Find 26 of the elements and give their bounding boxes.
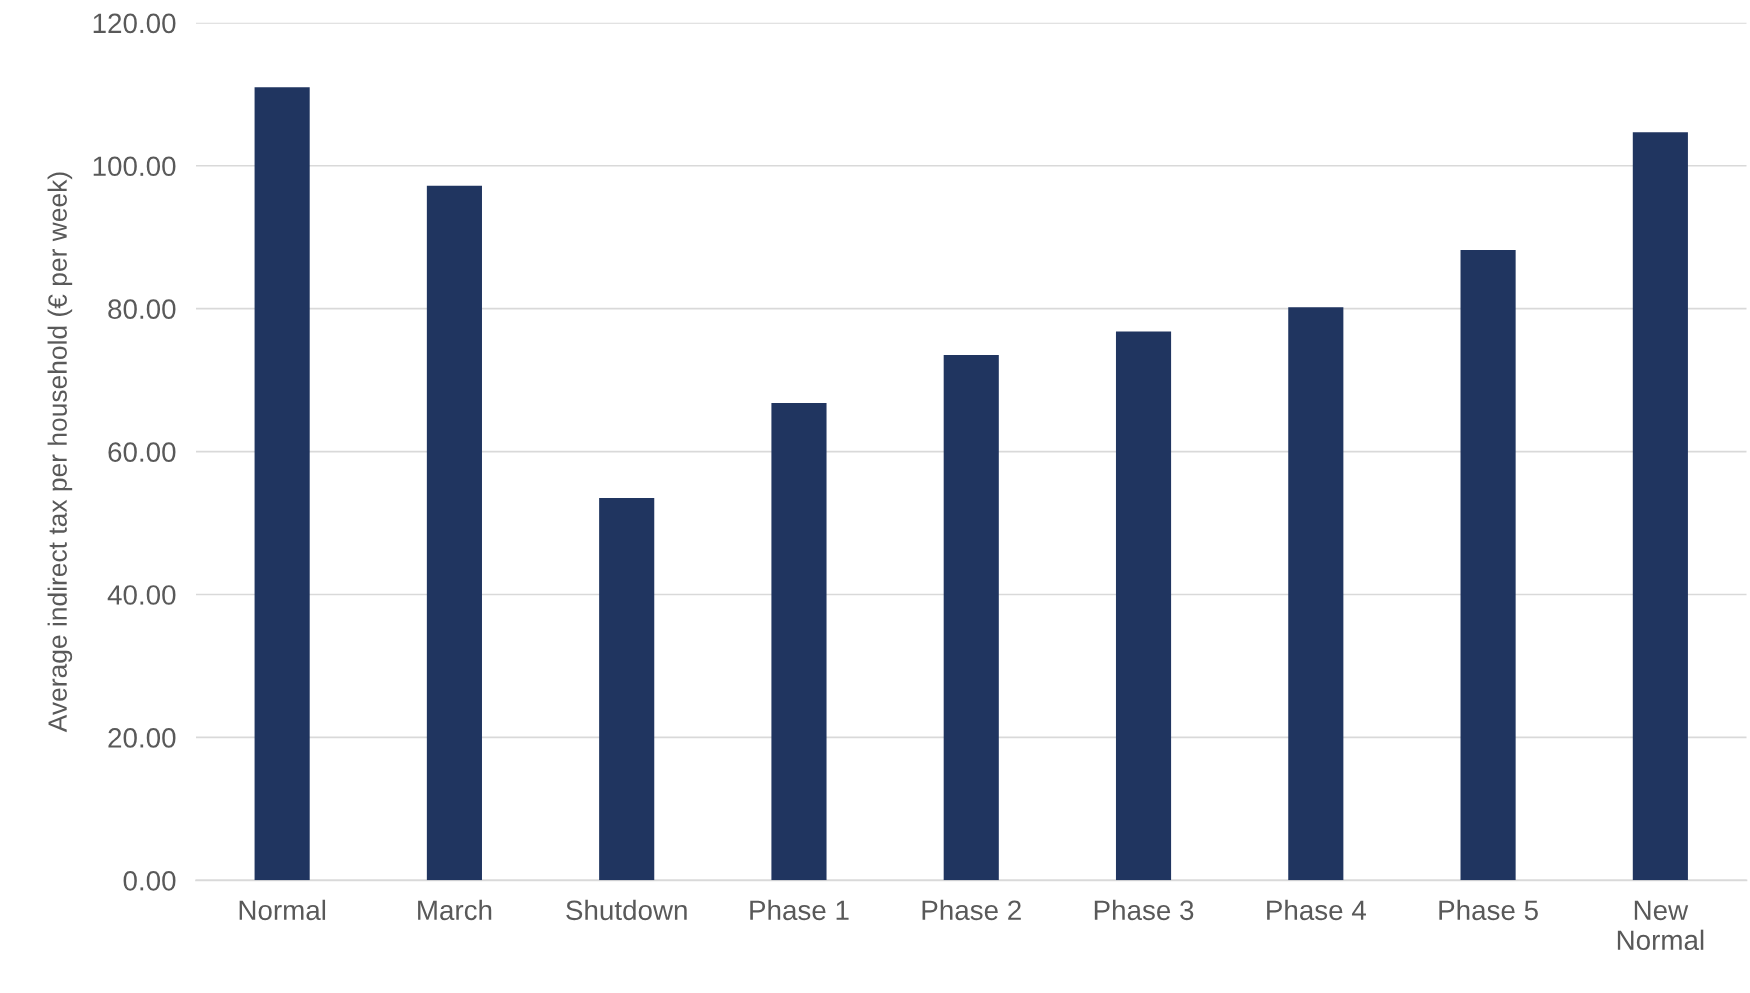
bar [426,185,482,881]
y-tick-label: 100.00 [93,156,176,177]
bar [599,498,655,881]
y-tick-label: 0.00 [123,870,176,891]
bar [943,355,999,881]
x-tick-label: Shutdown [566,899,687,921]
x-tick-label: Phase 2 [922,899,1021,921]
x-tick-label: Phase 4 [1267,899,1366,921]
y-tick-label: 60.00 [108,442,176,462]
y-axis-title: Average indirect tax per household (€ per week) [47,172,73,733]
x-tick-label: Phase 5 [1439,899,1538,921]
x-tick-label: New Normal [1617,900,1704,951]
bar [1632,132,1688,881]
bar [1288,307,1344,881]
y-tick-label: 20.00 [108,728,176,748]
bar [1115,331,1172,881]
y-tick-label: 120.00 [93,13,176,34]
bar [771,402,827,881]
y-tick-label: 40.00 [107,585,176,605]
bar [254,87,310,881]
x-tick-label: March [418,899,492,921]
y-tick-label: 80.00 [108,299,176,319]
x-tick-label: Normal [239,899,326,921]
x-tick-label: Phase 1 [750,899,849,921]
bar [1460,250,1516,881]
x-tick-label: Phase 3 [1094,899,1194,921]
